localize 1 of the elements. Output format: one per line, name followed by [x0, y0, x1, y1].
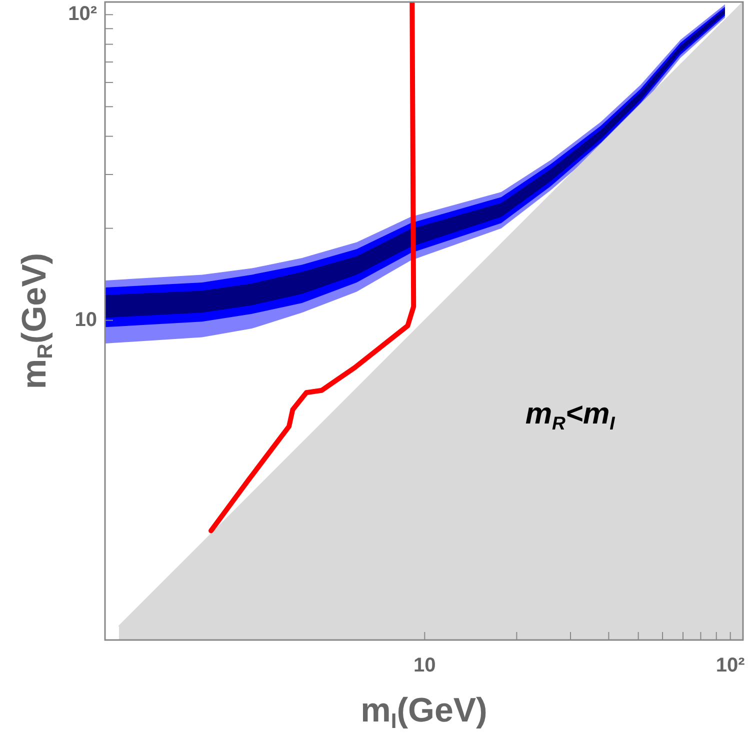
y-axis-title: mR(GeV) [15, 252, 58, 390]
